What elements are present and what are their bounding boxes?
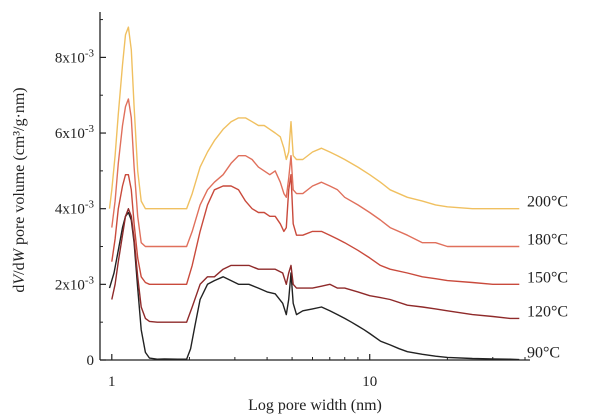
series-label-150c: 150°C: [527, 269, 568, 286]
x-tick-label: 1: [108, 374, 116, 390]
x-tick-label: 10: [362, 374, 377, 390]
y-tick-label: 0: [87, 353, 95, 369]
axes-layer: 0 2x10-3 4x10-3 6x10-3 8x10-3 1 10: [55, 12, 530, 390]
series-line-200c: [108, 26, 520, 210]
series-line-180c: [111, 98, 520, 248]
series-line-150c: [111, 174, 520, 285]
series-line-120c: [111, 208, 520, 323]
y-tick-label: 2x10-3: [55, 274, 95, 293]
series-line-90c: [108, 211, 520, 361]
series-label-90c: 90°C: [527, 345, 560, 362]
x-axis-title: Log pore width (nm): [248, 397, 382, 414]
y-axis-title: dV/dW pore volume (cm³/g·nm): [11, 87, 28, 292]
series-label-180c: 180°C: [527, 232, 568, 249]
series-label-120c: 120°C: [527, 303, 568, 320]
y-tick-label: 8x10-3: [55, 47, 95, 66]
y-tick-label: 6x10-3: [55, 123, 95, 142]
series-layer: [108, 26, 520, 361]
series-label-200c: 200°C: [527, 194, 568, 211]
y-tick-label: 4x10-3: [55, 199, 95, 218]
series-labels: 90°C 120°C 150°C 180°C 200°C: [527, 194, 568, 362]
